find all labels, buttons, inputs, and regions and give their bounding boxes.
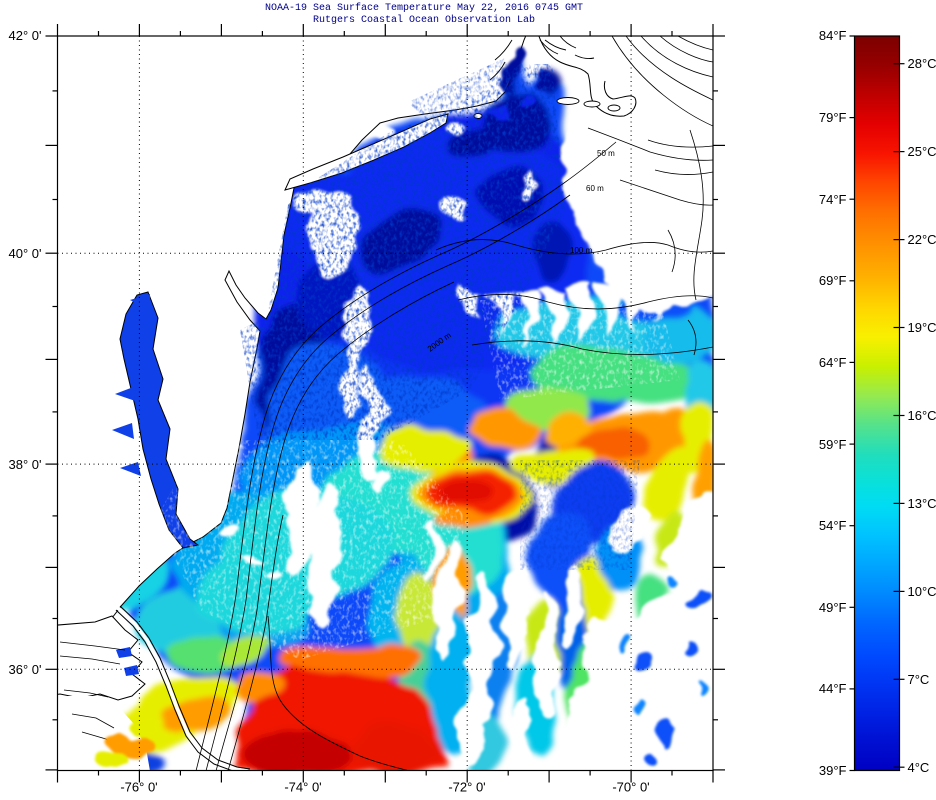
svg-text:NOAA-19 Sea Surface Temperatur: NOAA-19 Sea Surface Temperature May 22, … [265,2,583,14]
svg-text:64°F: 64°F [819,355,847,370]
svg-text:16°C: 16°C [908,408,936,423]
svg-text:69°F: 69°F [819,273,847,288]
svg-text:40° 0': 40° 0' [9,246,42,261]
svg-text:74°F: 74°F [819,192,847,207]
svg-text:-70° 0': -70° 0' [612,780,649,795]
svg-text:50 m: 50 m [597,149,615,158]
svg-text:28°C: 28°C [908,56,936,71]
svg-text:19°C: 19°C [908,320,936,335]
svg-text:44°F: 44°F [819,681,847,696]
svg-text:-72° 0': -72° 0' [448,780,485,795]
svg-text:42° 0': 42° 0' [9,28,42,43]
svg-text:Rutgers Coastal Ocean Observat: Rutgers Coastal Ocean Observation Lab [313,14,535,26]
svg-text:49°F: 49°F [819,600,847,615]
svg-text:36° 0': 36° 0' [9,662,42,677]
svg-text:39°F: 39°F [819,763,847,778]
svg-text:100 m: 100 m [570,246,593,255]
svg-text:-74° 0': -74° 0' [284,780,321,795]
svg-text:13°C: 13°C [908,496,936,511]
svg-text:60 m: 60 m [586,184,604,193]
svg-text:84°F: 84°F [819,28,847,43]
svg-text:79°F: 79°F [819,110,847,125]
svg-text:38° 0': 38° 0' [9,457,42,472]
svg-text:54°F: 54°F [819,518,847,533]
svg-text:10°C: 10°C [908,584,936,599]
svg-text:-76° 0': -76° 0' [120,780,157,795]
svg-text:25°C: 25°C [908,144,936,159]
svg-text:59°F: 59°F [819,437,847,452]
svg-text:4°C: 4°C [908,760,930,775]
svg-text:7°C: 7°C [908,672,930,687]
svg-text:22°C: 22°C [908,232,936,247]
